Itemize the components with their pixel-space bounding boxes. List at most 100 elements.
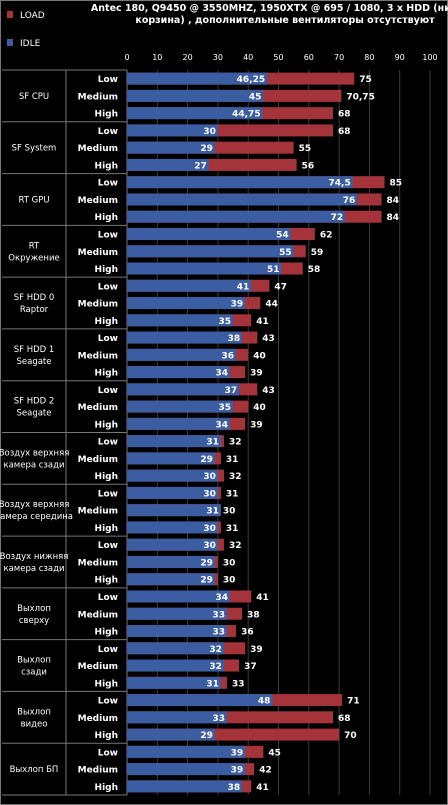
legend-label-load: LOAD — [20, 11, 45, 21]
subcategory-label: Low — [98, 748, 118, 758]
load-value-label: 30 — [223, 558, 236, 568]
load-value-label: 41 — [256, 317, 269, 327]
idle-value-label: 30 — [203, 541, 216, 551]
group-label: Выхлоп — [17, 604, 51, 614]
subcategory-label: Medium — [78, 662, 118, 672]
idle-bar — [127, 642, 224, 655]
load-value-label: 68 — [338, 110, 351, 120]
idle-value-label: 46,25 — [237, 75, 265, 85]
subcategory-label: High — [95, 783, 118, 793]
idle-value-label: 30 — [203, 127, 216, 137]
subcategory-label: Low — [98, 334, 118, 344]
idle-bar — [127, 141, 215, 154]
idle-bar — [127, 348, 237, 361]
idle-value-label: 32 — [209, 645, 222, 655]
idle-value-label: 34 — [215, 369, 228, 379]
idle-value-label: 41 — [237, 282, 250, 292]
load-value-label: 39 — [250, 420, 263, 430]
load-value-label: 33 — [232, 679, 245, 689]
group-label: RT — [29, 241, 40, 251]
load-value-label: 71 — [347, 697, 360, 707]
x-tick-label-30: 30 — [213, 53, 223, 62]
idle-bar — [127, 72, 268, 85]
load-value-label: 58 — [308, 265, 321, 275]
x-tick-label-40: 40 — [243, 53, 253, 62]
subcategory-label: High — [95, 369, 118, 379]
subcategory-label: Medium — [78, 144, 118, 154]
idle-value-label: 33 — [212, 610, 225, 620]
group-label: Выхлоп БП — [10, 765, 59, 775]
idle-bar — [127, 400, 234, 413]
idle-value-label: 37 — [225, 386, 238, 396]
idle-value-label: 30 — [203, 524, 216, 534]
x-tick-label-60: 60 — [304, 53, 314, 62]
idle-value-label: 27 — [194, 161, 207, 171]
subcategory-label: Low — [98, 438, 118, 448]
idle-bar — [127, 331, 243, 344]
load-value-label: 38 — [247, 610, 260, 620]
subcategory-label: Low — [98, 386, 118, 396]
idle-value-label: 30 — [203, 472, 216, 482]
load-value-label: 55 — [299, 144, 312, 154]
subcategory-label: High — [95, 731, 118, 741]
load-value-label: 42 — [259, 766, 272, 776]
load-value-label: 30 — [223, 507, 236, 517]
load-value-label: 59 — [311, 248, 324, 258]
idle-value-label: 31 — [206, 679, 219, 689]
group-label: камера сзади — [3, 564, 64, 574]
group-label: SF HDD 1 — [14, 345, 55, 355]
idle-bar — [127, 486, 218, 499]
x-tick-label-100: 100 — [422, 53, 437, 62]
idle-bar — [127, 366, 231, 379]
load-value-label: 43 — [262, 334, 275, 344]
idle-bar — [127, 383, 240, 396]
group-label: Воздух верхняя — [0, 500, 69, 510]
subcategory-label: Low — [98, 127, 118, 137]
load-value-label: 56 — [302, 161, 315, 171]
subcategory-label: High — [95, 472, 118, 482]
idle-bar — [127, 780, 243, 793]
idle-value-label: 55 — [279, 248, 292, 258]
group-label: SF HDD 0 — [14, 293, 55, 303]
x-tick-label-70: 70 — [334, 53, 344, 62]
load-value-label: 85 — [390, 179, 403, 189]
idle-value-label: 39 — [231, 748, 244, 758]
idle-bar — [127, 504, 221, 517]
load-value-label: 31 — [226, 455, 239, 465]
idle-bar — [127, 107, 263, 120]
subcategory-label: Medium — [78, 766, 118, 776]
load-value-label: 68 — [338, 714, 351, 724]
group-label: Воздух верхняя — [0, 448, 69, 458]
load-value-label: 70 — [344, 731, 357, 741]
load-value-label: 40 — [253, 351, 266, 361]
idle-bar — [127, 435, 221, 448]
idle-value-label: 29 — [200, 731, 213, 741]
idle-bar — [127, 452, 215, 465]
load-value-label: 45 — [268, 748, 281, 758]
load-value-label: 40 — [253, 403, 266, 413]
subcategory-label: Medium — [78, 248, 118, 258]
subcategory-label: Medium — [78, 403, 118, 413]
idle-bar — [127, 607, 227, 620]
idle-bar — [127, 694, 273, 707]
x-tick-label-50: 50 — [273, 53, 283, 62]
load-value-label: 39 — [250, 645, 263, 655]
subcategory-label: Low — [98, 541, 118, 551]
subcategory-label: Low — [98, 230, 118, 240]
x-tick-label-10: 10 — [152, 53, 162, 62]
idle-value-label: 32 — [209, 662, 222, 672]
idle-bar — [127, 469, 218, 482]
subcategory-label: High — [95, 679, 118, 689]
idle-bar — [127, 227, 291, 240]
load-value-label: 32 — [229, 541, 242, 551]
idle-bar — [127, 676, 221, 689]
subcategory-label: Medium — [78, 507, 118, 517]
idle-bar — [127, 193, 358, 206]
idle-value-label: 30 — [203, 489, 216, 499]
idle-bar — [127, 176, 353, 189]
group-label: камера сзади — [3, 460, 64, 470]
idle-bar — [127, 763, 246, 776]
legend-swatch-idle — [7, 39, 13, 46]
load-value-label: 41 — [256, 783, 269, 793]
group-label: SF CPU — [19, 92, 49, 102]
